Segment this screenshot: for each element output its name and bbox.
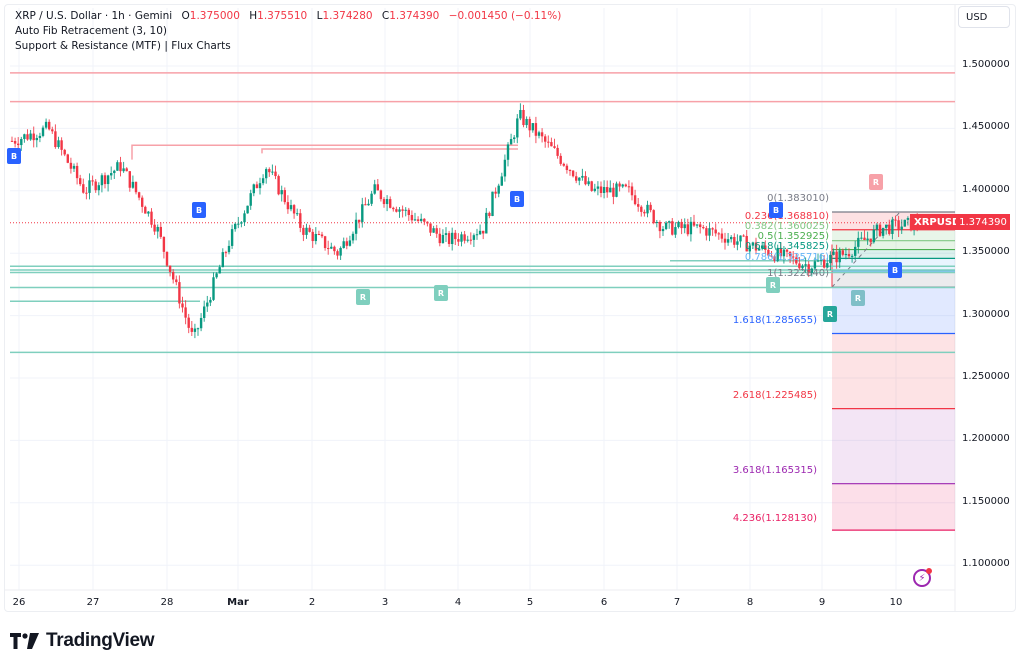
tradingview-logo-icon <box>10 633 39 649</box>
price-tick: 1.500000 <box>962 59 1010 70</box>
resistance-signal-badge[interactable]: R <box>823 306 837 322</box>
fib-level-label: 0.236(1.368810) <box>744 211 829 222</box>
price-tick: 1.200000 <box>962 433 1010 445</box>
symbol-price-tag: XRPUSD <box>910 214 965 230</box>
price-tick: 1.350000 <box>962 246 1010 258</box>
fib-level-label: 3.618(1.165315) <box>732 465 817 476</box>
indicator-fib[interactable]: Auto Fib Retracement (3, 10) <box>15 25 168 37</box>
time-tick: 27 <box>86 597 100 608</box>
chart-frame <box>4 4 1016 612</box>
time-tick: Mar <box>227 597 249 608</box>
time-tick: 5 <box>526 597 534 608</box>
fib-level-label: 2.618(1.225485) <box>732 390 817 401</box>
time-tick: 3 <box>381 597 389 608</box>
buy-signal-badge[interactable]: B <box>769 202 783 218</box>
lightning-icon[interactable]: ⚡ <box>913 568 932 587</box>
logo-text: TradingView <box>46 630 155 651</box>
fib-level-label: 0.5(1.352925) <box>757 231 829 242</box>
indicator-sr[interactable]: Support & Resistance (MTF) | Flux Charts <box>15 40 231 52</box>
change-value: −0.001450 (−0.11%) <box>448 10 562 22</box>
time-tick: 28 <box>160 597 174 608</box>
symbol-ohlc-row: XRP / U.S. Dollar · 1h · Gemini O1.37500… <box>15 9 561 24</box>
close-value: 1.374390 <box>389 10 440 22</box>
fib-level-label: 0(1.383010) <box>767 193 829 204</box>
low-label: L <box>316 10 323 22</box>
time-tick: 26 <box>12 597 26 608</box>
price-tick: 1.150000 <box>962 495 1010 507</box>
fib-level-label: 0.618(1.345825) <box>744 241 829 252</box>
price-tick: 1.300000 <box>962 308 1010 320</box>
resistance-signal-badge[interactable]: R <box>851 290 865 306</box>
open-value: 1.375000 <box>189 10 240 22</box>
buy-signal-badge[interactable]: B <box>192 202 206 218</box>
fib-level-label: 4.236(1.128130) <box>732 513 817 524</box>
tradingview-logo[interactable]: TradingView <box>10 630 155 652</box>
price-tick: 1.250000 <box>962 371 1010 382</box>
close-label: C <box>381 10 390 22</box>
high-label: H <box>249 10 258 22</box>
fib-level-label: 0.382(1.360025) <box>744 221 829 232</box>
fib-level-label: 1(1.322840) <box>767 268 829 279</box>
time-tick: 9 <box>818 597 826 608</box>
price-tick: 1.400000 <box>962 183 1010 195</box>
buy-signal-badge[interactable]: B <box>510 191 524 207</box>
price-tick: 1.100000 <box>962 558 1010 570</box>
resistance-signal-badge[interactable]: R <box>356 289 370 305</box>
current-price-label: 1.374390 <box>956 214 1010 230</box>
symbol-title[interactable]: XRP / U.S. Dollar · 1h · Gemini <box>15 10 173 22</box>
time-tick: 4 <box>454 597 462 608</box>
time-tick: 10 <box>889 597 903 608</box>
chart-legend: XRP / U.S. Dollar · 1h · Gemini O1.37500… <box>15 9 561 54</box>
resistance-signal-badge[interactable]: R <box>869 174 883 190</box>
time-tick: 7 <box>673 597 681 608</box>
high-value: 1.375510 <box>257 10 308 22</box>
time-tick: 8 <box>746 597 754 608</box>
fib-level-label: 1.618(1.285655) <box>732 315 817 326</box>
buy-signal-badge[interactable]: B <box>888 262 902 278</box>
resistance-signal-badge[interactable]: R <box>766 277 780 293</box>
open-label: O <box>181 10 190 22</box>
resistance-signal-badge[interactable]: R <box>434 285 448 301</box>
time-tick: 6 <box>600 597 608 608</box>
buy-signal-badge[interactable]: B <box>7 148 21 164</box>
time-tick: 2 <box>308 597 316 608</box>
price-tick: 1.450000 <box>962 121 1010 133</box>
low-value: 1.374280 <box>322 10 373 22</box>
currency-button[interactable]: USD <box>958 6 1010 28</box>
fib-level-label: 0.786(1.335716) <box>744 252 829 263</box>
